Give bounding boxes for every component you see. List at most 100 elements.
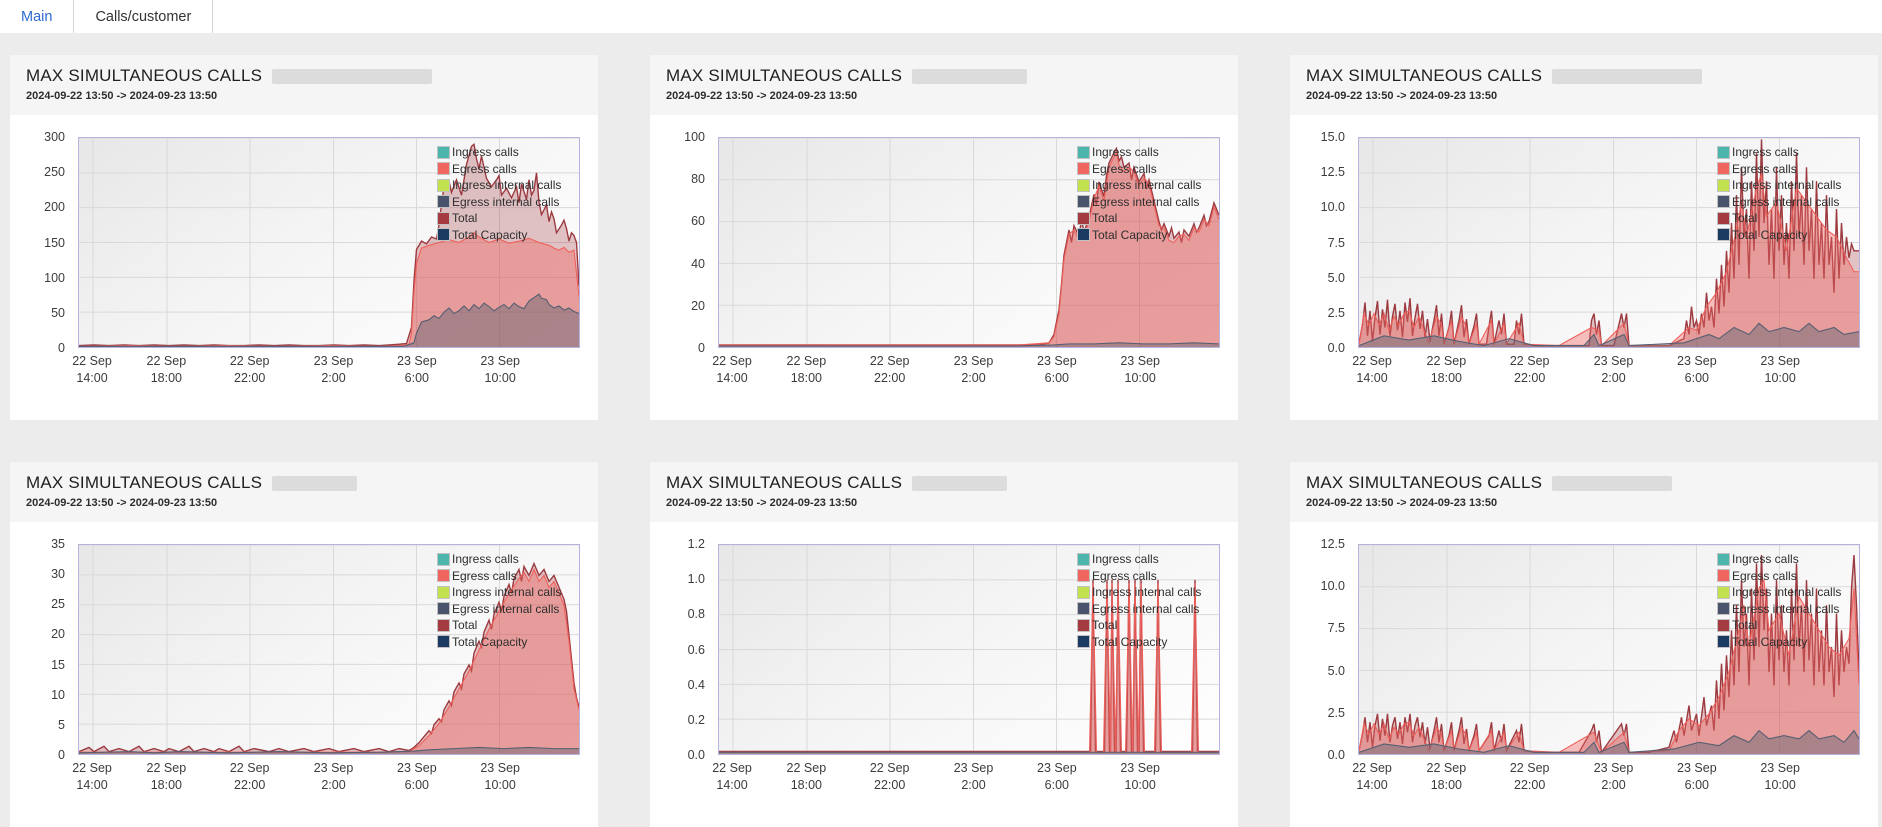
y-tick-label: 2.5: [1327, 305, 1345, 320]
x-tick-label: 23 Sep 6:00: [1037, 354, 1077, 385]
tab-calls-customer[interactable]: Calls/customer: [73, 0, 214, 33]
chart-card: MAX SIMULTANEOUS CALLS 2024-09-22 13:50 …: [650, 462, 1238, 827]
legend-item[interactable]: Ingress calls: [1077, 551, 1201, 568]
legend-item[interactable]: Total: [1717, 617, 1841, 634]
legend-label: Ingress calls: [452, 145, 519, 160]
legend-item[interactable]: Ingress calls: [437, 144, 561, 161]
legend-label: Egress internal calls: [1092, 194, 1200, 209]
legend-item[interactable]: Ingress internal calls: [1717, 177, 1841, 194]
legend-item[interactable]: Egress internal calls: [1077, 601, 1201, 618]
y-tick-label: 7.5: [1327, 621, 1345, 636]
y-tick-label: 7.5: [1327, 235, 1345, 250]
x-tick-label: 23 Sep 6:00: [1677, 354, 1717, 385]
legend-label: Ingress internal calls: [452, 178, 562, 193]
legend-item[interactable]: Egress calls: [1717, 161, 1841, 178]
legend-label: Total Capacity: [1732, 634, 1808, 649]
legend-swatch-icon: [437, 635, 450, 649]
redacted-customer-name: [272, 68, 433, 84]
chart-header: MAX SIMULTANEOUS CALLS 2024-09-22 13:50 …: [10, 462, 598, 522]
chart-date-range: 2024-09-22 13:50 -> 2024-09-23 13:50: [26, 497, 218, 509]
legend-swatch-icon: [437, 228, 450, 242]
chart-region: 0.0 2.5 5.0 7.5 10.0 12.5 Ingress calls Egress…: [1290, 522, 1878, 827]
legend-item[interactable]: Ingress calls: [1077, 144, 1201, 161]
legend-item[interactable]: Ingress calls: [1717, 144, 1841, 161]
legend-item[interactable]: Egress internal calls: [1717, 601, 1841, 618]
chart-region: 0 20 40 60 80 100 Ingress calls Egress calls In…: [650, 115, 1238, 420]
x-tick-label: 23 Sep 6:00: [397, 354, 437, 385]
legend-item[interactable]: Egress calls: [1077, 161, 1201, 178]
chart-card: MAX SIMULTANEOUS CALLS 2024-09-22 13:50 …: [1290, 55, 1878, 420]
legend-item[interactable]: Egress calls: [437, 568, 561, 585]
legend-item[interactable]: Total Capacity: [1717, 227, 1841, 244]
plot-area[interactable]: Ingress calls Egress calls Ingress interna…: [718, 137, 1220, 348]
y-tick-label: 60: [691, 214, 705, 229]
x-tick-label: 22 Sep 14:00: [72, 761, 112, 792]
legend-item[interactable]: Total Capacity: [1077, 227, 1201, 244]
legend-item[interactable]: Ingress calls: [437, 551, 561, 568]
legend-swatch-icon: [1717, 228, 1730, 242]
legend-item[interactable]: Ingress internal calls: [1077, 177, 1201, 194]
legend-item[interactable]: Egress internal calls: [437, 601, 561, 618]
x-tick-label: 23 Sep 2:00: [313, 761, 354, 792]
chart-region: 0 5 10 15 20 25 30 35 Ingress calls Egress calls…: [10, 522, 598, 827]
chart-title: MAX SIMULTANEOUS CALLS: [666, 66, 903, 85]
legend-item[interactable]: Ingress internal calls: [1077, 584, 1201, 601]
x-tick-label: 23 Sep 10:00: [480, 761, 520, 792]
legend-item[interactable]: Total: [1717, 210, 1841, 227]
chart-card: MAX SIMULTANEOUS CALLS 2024-09-22 13:50 …: [10, 462, 598, 827]
legend-item[interactable]: Total: [1077, 210, 1201, 227]
plot-area[interactable]: Ingress calls Egress calls Ingress interna…: [78, 137, 580, 348]
x-tick-label: 23 Sep 6:00: [1677, 761, 1717, 792]
legend-item[interactable]: Total: [1077, 617, 1201, 634]
y-tick-label: 80: [691, 172, 705, 187]
legend-item[interactable]: Total Capacity: [437, 227, 561, 244]
chart-legend: Ingress calls Egress calls Ingress interna…: [1077, 144, 1201, 243]
plot-area[interactable]: Ingress calls Egress calls Ingress interna…: [78, 544, 580, 755]
y-tick-label: 1.2: [687, 537, 705, 551]
plot-area[interactable]: Ingress calls Egress calls Ingress interna…: [1358, 137, 1860, 348]
legend-item[interactable]: Ingress internal calls: [1717, 584, 1841, 601]
x-tick-label: 22 Sep 18:00: [786, 761, 827, 792]
legend-item[interactable]: Egress internal calls: [1717, 194, 1841, 211]
legend-item[interactable]: Egress calls: [437, 161, 561, 178]
legend-item[interactable]: Ingress internal calls: [437, 584, 561, 601]
legend-label: Egress internal calls: [1732, 601, 1840, 616]
legend-item[interactable]: Egress calls: [1717, 568, 1841, 585]
legend-item[interactable]: Total: [437, 617, 561, 634]
legend-swatch-icon: [437, 195, 450, 209]
legend-item[interactable]: Egress calls: [1077, 568, 1201, 585]
y-tick-label: 30: [51, 567, 65, 582]
x-tick-label: 22 Sep 18:00: [1426, 354, 1467, 385]
legend-swatch-icon: [1077, 569, 1090, 583]
x-tick-label: 22 Sep 18:00: [146, 761, 187, 792]
y-tick-label: 250: [44, 165, 65, 180]
y-tick-label: 12.5: [1320, 165, 1345, 180]
plot-area[interactable]: Ingress calls Egress calls Ingress interna…: [1358, 544, 1860, 755]
x-axis-labels: 22 Sep 14:00 22 Sep 18:00 22 Sep 22:00 23 S…: [1352, 760, 1860, 800]
tab-main[interactable]: Main: [21, 8, 53, 25]
legend-item[interactable]: Total Capacity: [1077, 634, 1201, 651]
legend-swatch-icon: [437, 211, 450, 225]
y-tick-label: 0.0: [1327, 748, 1345, 762]
legend-item[interactable]: Egress internal calls: [1077, 194, 1201, 211]
chart-legend: Ingress calls Egress calls Ingress interna…: [437, 551, 561, 650]
legend-item[interactable]: Total Capacity: [1717, 634, 1841, 651]
plot-area[interactable]: Ingress calls Egress calls Ingress interna…: [718, 544, 1220, 755]
legend-label: Ingress internal calls: [1092, 585, 1202, 600]
y-tick-label: 0.8: [687, 607, 705, 622]
legend-item[interactable]: Ingress calls: [1717, 551, 1841, 568]
y-tick-label: 35: [51, 537, 65, 551]
legend-item[interactable]: Egress internal calls: [437, 194, 561, 211]
legend-item[interactable]: Total Capacity: [437, 634, 561, 651]
x-tick-label: 22 Sep 14:00: [1352, 761, 1392, 792]
y-tick-label: 15: [51, 657, 65, 672]
x-tick-label: 23 Sep 6:00: [1037, 761, 1077, 792]
chart-header: MAX SIMULTANEOUS CALLS 2024-09-22 13:50 …: [1290, 55, 1878, 115]
x-tick-label: 22 Sep 18:00: [146, 354, 187, 385]
y-tick-label: 0.2: [687, 712, 705, 727]
legend-item[interactable]: Total: [437, 210, 561, 227]
x-tick-label: 23 Sep 2:00: [953, 354, 994, 385]
chart-legend: Ingress calls Egress calls Ingress interna…: [1077, 551, 1201, 650]
legend-swatch-icon: [437, 145, 450, 159]
legend-item[interactable]: Ingress internal calls: [437, 177, 561, 194]
